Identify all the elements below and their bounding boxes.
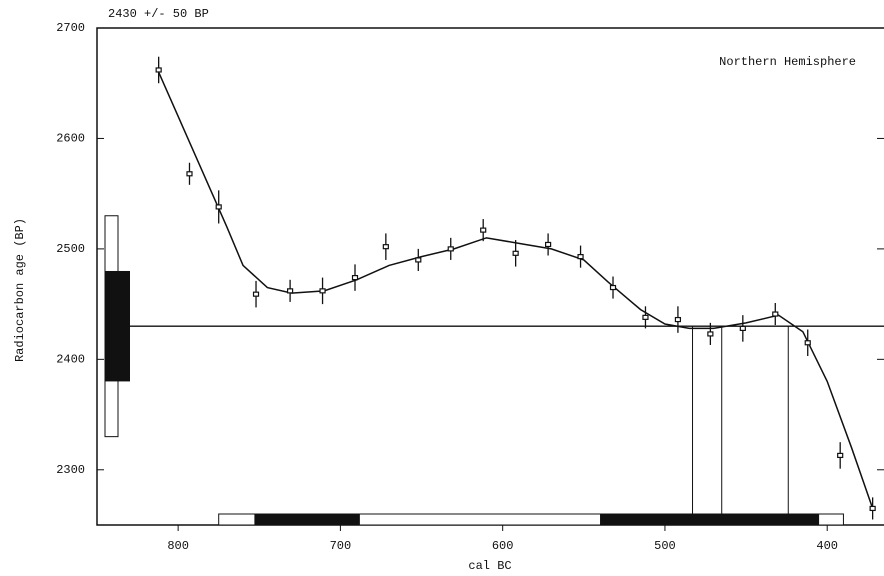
y-tick-label: 2600: [56, 132, 85, 146]
data-point: [512, 250, 519, 256]
data-point: [545, 241, 552, 248]
y-tick-label: 2300: [56, 463, 85, 477]
cal-2sigma-range: [218, 513, 844, 526]
y-tick-label: 2700: [56, 21, 85, 35]
cal-1sigma-range: [600, 514, 820, 525]
y-tick-label: 2400: [56, 353, 85, 367]
x-tick-label: 800: [167, 539, 189, 553]
data-point: [642, 314, 649, 320]
data-point: [739, 325, 746, 332]
annotation: Northern Hemisphere: [719, 55, 856, 69]
data-point: [480, 227, 487, 233]
data-point: [577, 254, 584, 260]
data-point: [772, 311, 779, 317]
data-point: [415, 257, 422, 263]
data-point: [186, 171, 193, 177]
x-axis-label: cal BC: [468, 559, 511, 573]
data-point: [319, 288, 326, 294]
x-tick-label: 500: [654, 539, 676, 553]
data-point: [707, 331, 714, 337]
axis-frame: [96, 27, 884, 526]
data-point: [804, 340, 811, 346]
data-point: [447, 246, 454, 252]
data-point: [869, 505, 876, 512]
data-point: [351, 275, 359, 281]
calibration-curve: [157, 71, 874, 509]
age-1sigma-box: [105, 270, 130, 382]
data-point: [155, 67, 162, 73]
data-point: [837, 452, 844, 459]
data-point: [215, 204, 222, 210]
cal-1sigma-range: [254, 514, 360, 525]
x-tick-label: 700: [330, 539, 352, 553]
chart-title: 2430 +/- 50 BP: [108, 7, 209, 21]
data-point: [252, 291, 260, 297]
x-tick-label: 400: [816, 539, 838, 553]
y-axis-label: Radiocarbon age (BP): [13, 218, 27, 362]
data-point: [674, 316, 682, 323]
data-point: [382, 244, 389, 250]
data-point: [286, 288, 294, 294]
x-tick-label: 600: [492, 539, 514, 553]
y-tick-label: 2500: [56, 242, 85, 256]
data-point: [609, 284, 617, 291]
